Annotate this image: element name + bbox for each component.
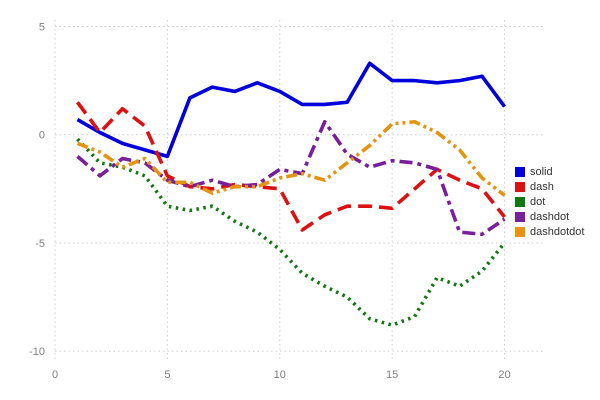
series-line-dash	[76, 101, 506, 232]
legend-swatch-dashdot	[515, 212, 525, 222]
legend-item-dashdot: dashdot	[515, 211, 584, 223]
x-tick-label: 15	[386, 369, 398, 381]
series-line-dot	[76, 137, 506, 328]
legend-label: dashdotdot	[530, 226, 585, 238]
y-tick-label: 5	[39, 21, 45, 33]
legend-label: dashdot	[530, 211, 570, 223]
legend-swatch-dashdotdot	[515, 227, 525, 237]
x-tick-label: 5	[164, 369, 170, 381]
x-tick-label: 10	[274, 369, 286, 381]
legend-item-dashdotdot: dashdotdot	[515, 226, 584, 238]
series-line-dashdot	[76, 119, 506, 237]
series-line-dashdotdot	[76, 119, 506, 197]
legend-item-dot: dot	[515, 196, 584, 208]
legend: solid dash dot dashdot dashdotdot	[515, 166, 584, 238]
x-tick-label: 0	[52, 369, 58, 381]
legend-label: dot	[530, 196, 546, 208]
y-tick-label: 0	[39, 130, 45, 142]
legend-label: solid	[530, 166, 553, 178]
legend-swatch-dash	[515, 182, 525, 192]
y-tick-label: -10	[29, 346, 45, 358]
legend-item-solid: solid	[515, 166, 584, 178]
legend-label: dash	[530, 181, 554, 193]
legend-item-dash: dash	[515, 181, 584, 193]
y-tick-label: -5	[35, 238, 45, 250]
series-line-solid	[76, 61, 506, 159]
x-tick-label: 20	[498, 369, 510, 381]
legend-swatch-dot	[515, 197, 525, 207]
legend-swatch-solid	[515, 167, 525, 177]
